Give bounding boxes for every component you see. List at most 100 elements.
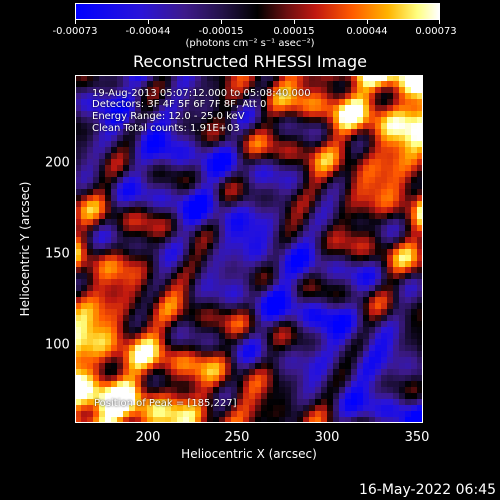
heatmap-cell <box>183 387 190 394</box>
heatmap-cell <box>111 267 118 274</box>
heatmap-cell <box>183 375 190 382</box>
heatmap-cell <box>153 375 160 382</box>
heatmap-cell <box>291 105 298 112</box>
heatmap-cell <box>279 315 286 322</box>
heatmap-cell <box>165 237 172 244</box>
heatmap-cell <box>363 81 370 88</box>
heatmap-cell <box>201 201 208 208</box>
heatmap-cell <box>129 261 136 268</box>
heatmap-cell <box>375 279 382 286</box>
heatmap-cell <box>129 297 136 304</box>
heatmap-cell <box>105 159 112 166</box>
heatmap-cell <box>381 309 388 316</box>
heatmap-cell <box>159 291 166 298</box>
heatmap-cell <box>375 183 382 190</box>
heatmap-cell <box>411 99 418 106</box>
heatmap-cell <box>255 183 262 190</box>
heatmap-cell <box>75 375 82 382</box>
heatmap-cell <box>417 363 423 370</box>
heatmap-cell <box>291 315 298 322</box>
heatmap-cell <box>105 201 112 208</box>
heatmap-cell <box>405 315 412 322</box>
heatmap-cell <box>387 189 394 196</box>
heatmap-cell <box>381 177 388 184</box>
heatmap-cell <box>105 255 112 262</box>
heatmap-cell <box>147 117 154 124</box>
heatmap-cell <box>87 363 94 370</box>
heatmap-cell <box>117 387 124 394</box>
heatmap-cell <box>177 279 184 286</box>
heatmap-cell <box>123 261 130 268</box>
heatmap-cell <box>249 375 256 382</box>
heatmap-cell <box>255 135 262 142</box>
heatmap-cell <box>195 411 202 418</box>
heatmap-cell <box>321 87 328 94</box>
heatmap-cell <box>267 177 274 184</box>
heatmap-cell <box>285 249 292 256</box>
heatmap-cell <box>153 237 160 244</box>
heatmap-cell <box>405 285 412 292</box>
heatmap-cell <box>417 249 423 256</box>
heatmap-cell <box>273 195 280 202</box>
heatmap-cell <box>135 87 142 94</box>
heatmap-cell <box>225 255 232 262</box>
heatmap-cell <box>369 411 376 418</box>
heatmap-cell <box>309 183 316 190</box>
heatmap-cell <box>99 369 106 376</box>
heatmap-cell <box>327 309 334 316</box>
heatmap-cell <box>129 381 136 388</box>
heatmap-cell <box>225 189 232 196</box>
heatmap-cell <box>261 267 268 274</box>
heatmap-cell <box>189 225 196 232</box>
heatmap-cell <box>225 327 232 334</box>
heatmap-cell <box>291 195 298 202</box>
heatmap-cell <box>381 393 388 400</box>
heatmap-cell <box>123 201 130 208</box>
heatmap-cell <box>249 399 256 406</box>
heatmap-cell <box>279 75 286 82</box>
heatmap-cell <box>291 207 298 214</box>
heatmap-cell <box>183 123 190 130</box>
heatmap-cell <box>309 309 316 316</box>
heatmap-cell <box>327 315 334 322</box>
heatmap-cell <box>387 333 394 340</box>
heatmap-cell <box>393 333 400 340</box>
heatmap-cell <box>129 339 136 346</box>
heatmap-cell <box>201 213 208 220</box>
heatmap-cell <box>159 255 166 262</box>
heatmap-cell <box>75 279 82 286</box>
heatmap-cell <box>87 243 94 250</box>
heatmap-cell <box>357 111 364 118</box>
heatmap-cell <box>357 405 364 412</box>
heatmap-cell <box>213 417 220 423</box>
heatmap-cell <box>225 345 232 352</box>
heatmap-cell <box>243 255 250 262</box>
heatmap-cell <box>183 267 190 274</box>
heatmap-cell <box>81 357 88 364</box>
heatmap-cell <box>255 141 262 148</box>
heatmap-cell <box>75 219 82 226</box>
heatmap-cell <box>207 81 214 88</box>
heatmap-cell <box>363 291 370 298</box>
heatmap-cell <box>351 273 358 280</box>
heatmap-cell <box>321 189 328 196</box>
heatmap-cell <box>219 297 226 304</box>
heatmap-cell <box>369 267 376 274</box>
heatmap-cell <box>339 243 346 250</box>
heatmap-cells <box>75 75 423 423</box>
heatmap-cell <box>237 117 244 124</box>
heatmap-cell <box>357 123 364 130</box>
heatmap-cell <box>93 381 100 388</box>
heatmap-cell <box>159 381 166 388</box>
heatmap-cell <box>249 387 256 394</box>
heatmap-cell <box>417 135 423 142</box>
heatmap-cell <box>267 87 274 94</box>
heatmap-cell <box>93 159 100 166</box>
heatmap-cell <box>273 207 280 214</box>
heatmap-cell <box>381 135 388 142</box>
heatmap-cell <box>231 381 238 388</box>
heatmap-cell <box>261 405 268 412</box>
heatmap-cell <box>177 81 184 88</box>
heatmap-cell <box>135 93 142 100</box>
heatmap-cell <box>351 111 358 118</box>
